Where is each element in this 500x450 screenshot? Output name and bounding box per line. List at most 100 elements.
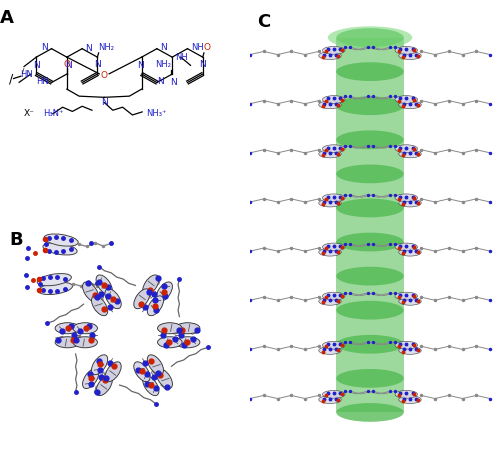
Text: N: N [137,61,144,70]
Text: /: / [9,72,13,85]
Ellipse shape [319,52,341,59]
Ellipse shape [336,165,404,183]
Text: N: N [158,77,164,86]
Ellipse shape [336,130,404,149]
Ellipse shape [148,296,164,316]
Ellipse shape [328,27,412,49]
Ellipse shape [158,337,182,348]
Text: X⁻: X⁻ [24,109,34,118]
Ellipse shape [92,296,108,316]
Ellipse shape [156,282,172,302]
Ellipse shape [322,342,345,349]
Text: N: N [94,60,101,69]
Ellipse shape [336,96,404,115]
Ellipse shape [322,145,345,153]
Text: NH: NH [191,43,203,52]
Ellipse shape [319,297,341,305]
Ellipse shape [319,396,341,404]
Ellipse shape [395,243,417,251]
Ellipse shape [134,289,150,309]
Ellipse shape [105,289,121,309]
Ellipse shape [395,194,417,202]
Text: O: O [100,71,107,80]
Text: N: N [170,78,177,87]
Ellipse shape [322,96,345,104]
Text: N: N [64,61,71,70]
Ellipse shape [96,275,112,295]
Ellipse shape [148,355,164,375]
Ellipse shape [82,282,99,302]
Ellipse shape [82,369,99,388]
Ellipse shape [96,376,112,396]
Ellipse shape [43,243,77,255]
Ellipse shape [336,267,404,285]
Ellipse shape [399,346,421,354]
Text: HN: HN [20,70,33,79]
Text: NH₂: NH₂ [155,60,171,69]
Ellipse shape [395,342,417,349]
Ellipse shape [319,346,341,354]
Text: NH₂: NH₂ [98,43,114,52]
Ellipse shape [336,198,404,217]
Ellipse shape [336,28,404,47]
Text: A: A [0,9,14,27]
Ellipse shape [73,337,98,348]
Ellipse shape [336,301,404,320]
Text: NH: NH [176,53,188,62]
Ellipse shape [44,234,78,246]
Ellipse shape [92,355,108,375]
Ellipse shape [336,403,404,422]
Text: O: O [204,43,211,52]
Ellipse shape [319,248,341,256]
Ellipse shape [55,323,80,334]
Ellipse shape [336,369,404,388]
Ellipse shape [105,362,121,382]
Text: N: N [200,60,206,69]
Text: B: B [10,231,23,249]
Text: N: N [160,43,166,52]
Text: /: / [22,68,24,74]
Polygon shape [336,38,404,412]
Text: N: N [86,44,92,53]
Text: H₃N⁺: H₃N⁺ [43,109,64,118]
Ellipse shape [37,274,72,286]
Ellipse shape [319,101,341,108]
Ellipse shape [322,391,345,398]
Ellipse shape [399,199,421,207]
Text: N: N [42,43,48,52]
Ellipse shape [322,243,345,251]
Ellipse shape [55,337,80,348]
Ellipse shape [322,46,345,54]
Ellipse shape [38,283,72,295]
Ellipse shape [336,233,404,252]
Ellipse shape [336,62,404,81]
Ellipse shape [176,337,200,348]
Ellipse shape [399,396,421,404]
Ellipse shape [395,46,417,54]
Text: N: N [101,98,107,107]
Ellipse shape [142,275,159,295]
Ellipse shape [399,52,421,59]
Ellipse shape [156,369,172,388]
Text: C: C [258,14,271,32]
Ellipse shape [395,391,417,398]
Ellipse shape [336,335,404,354]
Ellipse shape [134,362,150,382]
Ellipse shape [142,376,159,396]
Text: O: O [64,60,70,69]
Ellipse shape [158,323,182,334]
Ellipse shape [322,292,345,300]
Ellipse shape [399,150,421,158]
Ellipse shape [395,292,417,300]
Ellipse shape [319,150,341,158]
Ellipse shape [395,145,417,153]
Ellipse shape [322,194,345,202]
Ellipse shape [176,323,200,334]
Text: N: N [33,61,40,70]
Text: HN: HN [36,77,48,86]
Ellipse shape [395,96,417,104]
Ellipse shape [399,101,421,108]
Ellipse shape [73,323,98,334]
Ellipse shape [399,248,421,256]
Ellipse shape [319,199,341,207]
